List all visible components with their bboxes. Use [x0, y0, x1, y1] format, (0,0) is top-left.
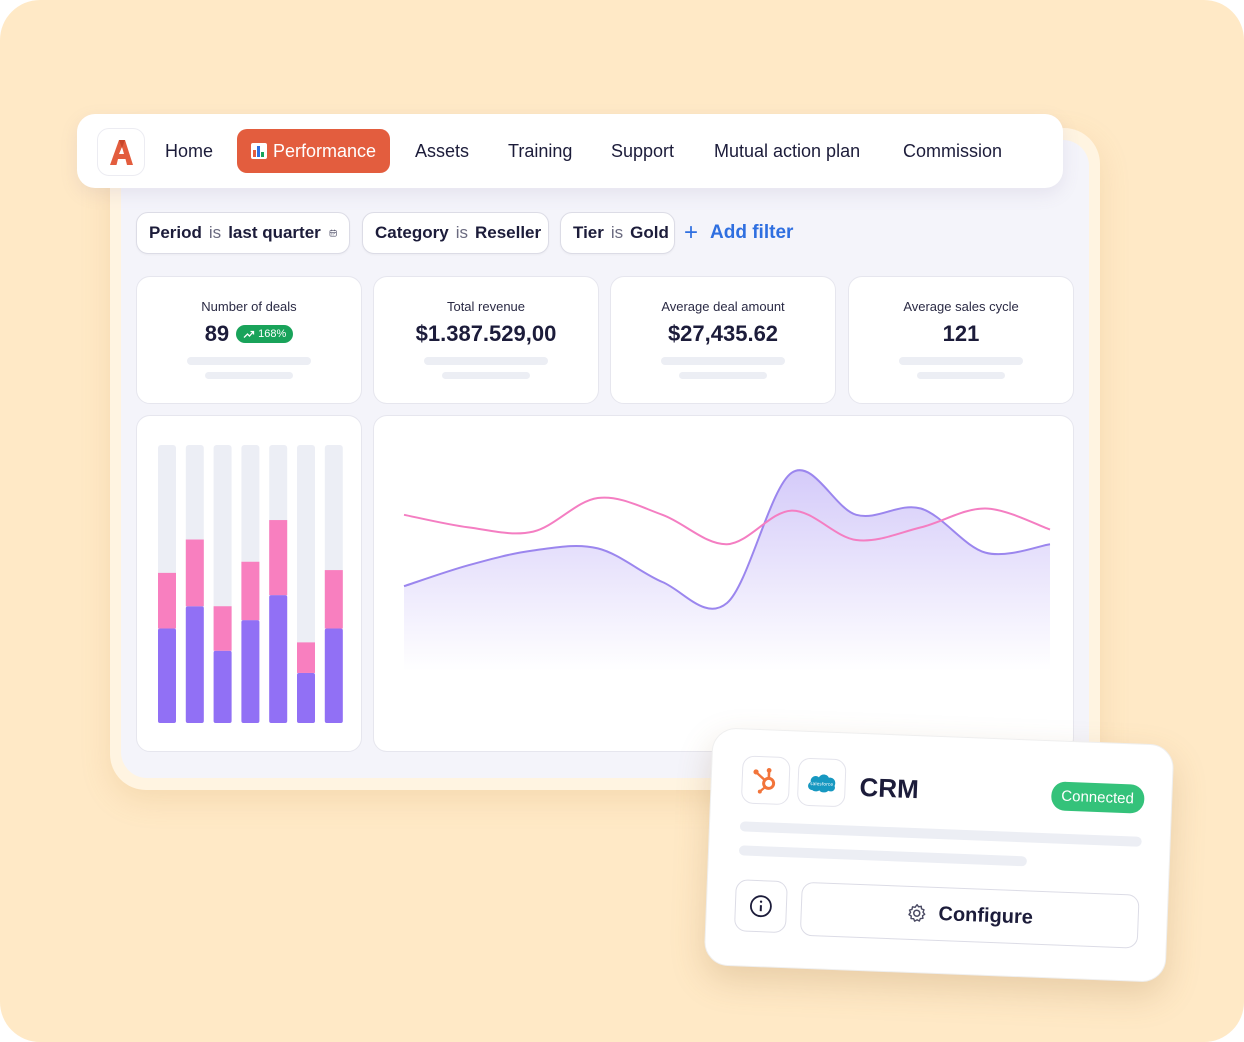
metric-label: Number of deals [201, 299, 297, 314]
filter-field: Tier [573, 223, 604, 242]
placeholder-bar [679, 372, 767, 379]
brand-a-logo-icon [110, 140, 133, 165]
metric-card-avg-deal: Average deal amount $27,435.62 [610, 276, 836, 404]
metric-value: $1.387.529,00 [415, 321, 557, 346]
bar-segment [158, 572, 176, 629]
placeholder-bar [661, 357, 785, 365]
line-chart-panel [373, 415, 1074, 752]
info-button[interactable] [733, 879, 788, 934]
placeholder-bar [442, 372, 530, 379]
nav-performance[interactable]: Performance [237, 129, 391, 173]
bar-segment [241, 561, 260, 621]
nav-commission[interactable]: Commission [903, 141, 1003, 161]
bar-segment [269, 595, 288, 723]
trend-up-icon [243, 330, 255, 338]
nav-support[interactable]: Support [611, 141, 675, 161]
metric-value: 121 [942, 321, 980, 346]
metric-label: Average deal amount [661, 299, 785, 314]
connected-badge: Connected [1050, 781, 1145, 814]
add-filter-button[interactable]: + Add filter [684, 218, 793, 248]
bar-segment [185, 539, 204, 607]
bar-segment [213, 650, 232, 723]
placeholder-bar [187, 357, 311, 365]
stacked-bar-chart [158, 445, 343, 723]
nav-home[interactable]: Home [165, 141, 214, 161]
calendar-icon [329, 229, 337, 237]
bar-segment [158, 628, 176, 723]
filter-value: Gold [630, 223, 669, 242]
filter-operator: is [610, 223, 624, 242]
metric-card-revenue: Total revenue $1.387.529,00 [373, 276, 599, 404]
growth-badge: 168% [236, 325, 294, 343]
bar-segment [213, 606, 232, 651]
filter-field: Period [149, 223, 202, 242]
stacked-bar-chart-panel [136, 415, 362, 752]
placeholder-bar [899, 357, 1023, 365]
bar-segment [324, 570, 343, 629]
metric-value: 89 [204, 321, 230, 346]
metric-card-deals: Number of deals 89 168% [136, 276, 362, 404]
series-area [404, 470, 1050, 671]
crm-title: CRM [858, 771, 920, 805]
nav-mutual-action-plan[interactable]: Mutual action plan [714, 141, 861, 161]
filter-operator: is [208, 223, 222, 242]
plus-icon: + [684, 219, 699, 246]
crm-integration-card: salesforce CRM Connected Configure [703, 727, 1175, 983]
configure-button[interactable]: Configure [799, 881, 1140, 949]
series-line-purple [403, 469, 1051, 610]
growth-badge-label: 168% [258, 328, 287, 340]
metric-card-sales-cycle: Average sales cycle 121 [848, 276, 1074, 404]
filter-value: Reseller [474, 223, 542, 242]
info-icon [750, 895, 772, 918]
metric-label: Total revenue [446, 299, 526, 314]
placeholder-line [738, 845, 1028, 867]
metric-label: Average sales cycle [903, 299, 1019, 314]
top-nav: Home Performance Assets Training Support… [77, 114, 1063, 188]
hubspot-icon [740, 755, 791, 806]
filter-operator: is [455, 223, 468, 242]
bar-segment [297, 672, 315, 723]
bar-segment [297, 642, 315, 673]
salesforce-icon: salesforce [796, 757, 847, 808]
line-chart [403, 469, 1051, 671]
placeholder-bar [917, 372, 1005, 379]
filter-period[interactable]: Period is last quarter [136, 212, 350, 254]
hubspot-logo [753, 768, 776, 794]
placeholder-bar [424, 357, 548, 365]
salesforce-logo: salesforce [808, 774, 836, 793]
salesforce-wordmark: salesforce [810, 781, 833, 788]
bar-chart-icon [251, 143, 267, 159]
configure-label: Configure [938, 902, 1034, 929]
filter-category[interactable]: Category is Reseller [362, 212, 549, 254]
placeholder-line [739, 821, 1142, 847]
metric-value-row: 89 168% [137, 321, 361, 347]
series-line-pink [403, 496, 1051, 546]
bar-segment [269, 520, 288, 596]
filter-value: last quarter [228, 223, 321, 242]
nav-training[interactable]: Training [508, 141, 573, 161]
nav-assets[interactable]: Assets [415, 141, 470, 161]
bar-segment [324, 628, 343, 723]
filter-field: Category [375, 223, 449, 242]
add-filter-label: Add filter [710, 222, 794, 243]
bar-segment [185, 606, 204, 723]
nav-performance-label: Performance [273, 141, 377, 161]
placeholder-bar [205, 372, 293, 379]
bar-segment [241, 620, 260, 723]
metric-value: $27,435.62 [667, 321, 779, 346]
brand-a-logo[interactable] [97, 128, 145, 176]
gear-icon [908, 903, 926, 922]
filter-tier[interactable]: Tier is Gold [560, 212, 675, 254]
